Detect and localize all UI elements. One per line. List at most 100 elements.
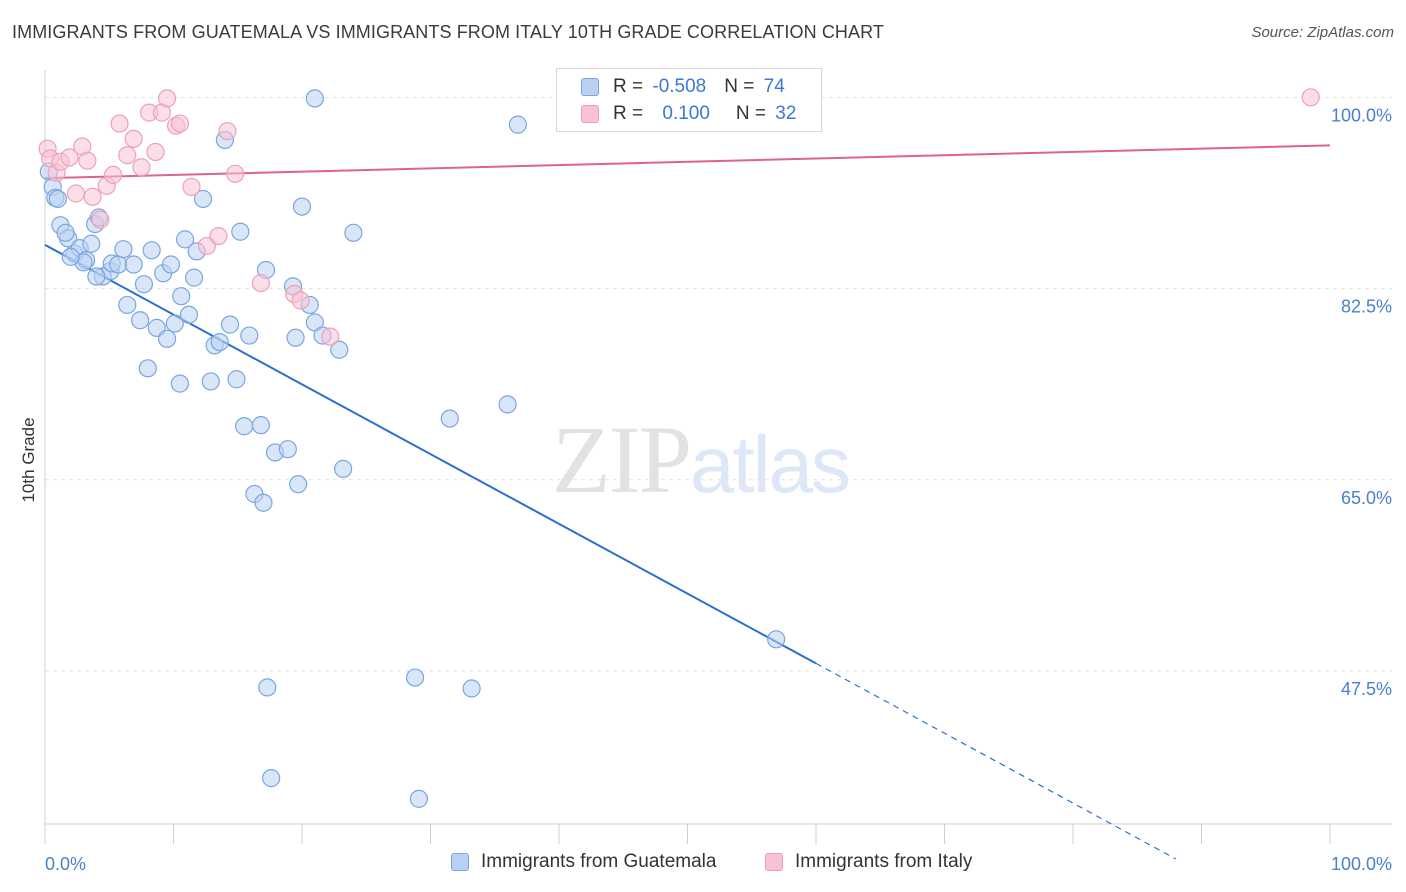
guatemala-point bbox=[172, 287, 191, 306]
legend-item-guatemala: Immigrants from Guatemala bbox=[451, 851, 716, 873]
y-tick-label: 100.0% bbox=[1331, 105, 1392, 125]
guatemala-point bbox=[227, 370, 246, 389]
guatemala-point bbox=[305, 89, 324, 108]
guatemala-point bbox=[292, 197, 312, 216]
guatemala-point bbox=[508, 115, 527, 134]
watermark: ZIPatlas bbox=[552, 404, 851, 515]
watermark-zip: ZIP bbox=[552, 406, 692, 513]
italy-point bbox=[157, 89, 177, 108]
italy-point bbox=[146, 142, 165, 162]
italy-legend-swatch bbox=[765, 853, 783, 871]
italy-point bbox=[170, 114, 190, 133]
guatemala-point bbox=[109, 255, 128, 274]
italy-point bbox=[209, 226, 228, 246]
x-tick-label: 0.0% bbox=[45, 854, 86, 874]
italy-point bbox=[91, 210, 110, 229]
guatemala-point bbox=[251, 416, 270, 435]
guatemala-point bbox=[258, 678, 277, 697]
guatemala-point bbox=[130, 311, 150, 330]
y-axis-title: 10th Grade bbox=[19, 417, 38, 502]
chart-title: IMMIGRANTS FROM GUATEMALA VS IMMIGRANTS … bbox=[12, 22, 884, 42]
source-label: Source: ZipAtlas.com bbox=[1251, 24, 1394, 41]
italy-point bbox=[291, 291, 310, 310]
guatemala-point bbox=[330, 340, 349, 359]
italy-swatch bbox=[581, 105, 599, 123]
legend-n-value: 32 bbox=[775, 103, 797, 124]
y-tick-label: 65.0% bbox=[1341, 488, 1392, 508]
guatemala-point bbox=[142, 241, 161, 260]
italy-point bbox=[78, 151, 97, 170]
italy-point bbox=[104, 165, 123, 185]
guatemala-legend-swatch bbox=[451, 853, 469, 871]
trend-lines bbox=[44, 144, 1331, 860]
guatemala-point bbox=[289, 475, 308, 494]
italy-trend-line bbox=[44, 144, 1331, 180]
italy-point bbox=[124, 129, 143, 148]
legend-n-value: 74 bbox=[763, 76, 785, 97]
guatemala-point bbox=[220, 315, 240, 334]
guatemala-point bbox=[462, 679, 481, 698]
legend-n-label: N = bbox=[724, 76, 760, 97]
guatemala-point bbox=[114, 240, 133, 259]
guatemala-point bbox=[201, 372, 220, 391]
guatemala-trend-extension bbox=[815, 662, 1177, 860]
italy-point bbox=[226, 164, 245, 183]
italy-point bbox=[251, 273, 270, 293]
guatemala-point bbox=[767, 630, 786, 649]
guatemala-point bbox=[124, 255, 143, 274]
italy-point bbox=[182, 177, 201, 197]
legend-row-guatemala: R = -0.508 N = 74 bbox=[581, 75, 785, 99]
guatemala-point bbox=[409, 789, 429, 808]
guatemala-point bbox=[440, 409, 459, 428]
series-legend: Immigrants from Guatemala Immigrants fro… bbox=[0, 851, 1406, 879]
guatemala-swatch bbox=[581, 78, 599, 96]
legend-label-guatemala: Immigrants from Guatemala bbox=[481, 851, 717, 872]
axes bbox=[44, 70, 1392, 844]
legend-n-label: N = bbox=[735, 103, 772, 124]
italy-point bbox=[1301, 88, 1320, 107]
y-tick-label: 82.5% bbox=[1341, 297, 1392, 317]
guatemala-point bbox=[405, 668, 425, 687]
legend-label-italy: Immigrants from Italy bbox=[795, 851, 973, 872]
italy-point bbox=[83, 187, 102, 206]
guatemala-point bbox=[231, 222, 250, 241]
guatemala-point bbox=[138, 359, 157, 378]
guatemala-point bbox=[82, 234, 101, 253]
legend-r-value: -0.508 bbox=[652, 76, 707, 97]
guatemala-point bbox=[118, 295, 137, 315]
italy-point bbox=[110, 114, 129, 133]
guatemala-point bbox=[175, 230, 195, 249]
guatemala-point bbox=[87, 267, 106, 286]
italy-point bbox=[60, 148, 79, 167]
watermark-atlas: atlas bbox=[690, 420, 851, 509]
correlation-legend: R = -0.508 N = 74 R = 0.100 N = 32 bbox=[556, 68, 822, 132]
guatemala-point bbox=[254, 493, 273, 512]
guatemala-point bbox=[61, 247, 80, 266]
legend-row-italy: R = 0.100 N = 32 bbox=[581, 102, 796, 126]
guatemala-point bbox=[278, 440, 297, 459]
guatemala-point bbox=[344, 223, 363, 242]
italy-point bbox=[197, 236, 217, 256]
legend-item-italy: Immigrants from Italy bbox=[765, 851, 972, 873]
italy-point bbox=[132, 158, 151, 177]
guatemala-point bbox=[56, 223, 75, 242]
guatemala-point bbox=[184, 268, 204, 287]
italy-point bbox=[66, 184, 85, 203]
guatemala-point bbox=[262, 769, 281, 788]
legend-r-label: R = bbox=[613, 103, 649, 124]
guatemala-point bbox=[498, 395, 517, 414]
tick-labels: 47.5% 65.0% 82.5% 100.0% 0.0% 100.0% 10th Grad… bbox=[19, 105, 1392, 874]
guatemala-point bbox=[179, 305, 199, 324]
guatemala-point bbox=[286, 328, 305, 347]
guatemala-point bbox=[170, 374, 190, 393]
y-tick-label: 47.5% bbox=[1341, 679, 1392, 699]
gridlines bbox=[45, 96, 1392, 672]
guatemala-point bbox=[240, 326, 259, 345]
italy-point bbox=[218, 122, 237, 141]
guatemala-point bbox=[210, 332, 229, 352]
guatemala-point bbox=[193, 189, 213, 209]
guatemala-point bbox=[134, 275, 154, 294]
legend-r-label: R = bbox=[613, 76, 649, 97]
guatemala-point bbox=[157, 329, 177, 348]
